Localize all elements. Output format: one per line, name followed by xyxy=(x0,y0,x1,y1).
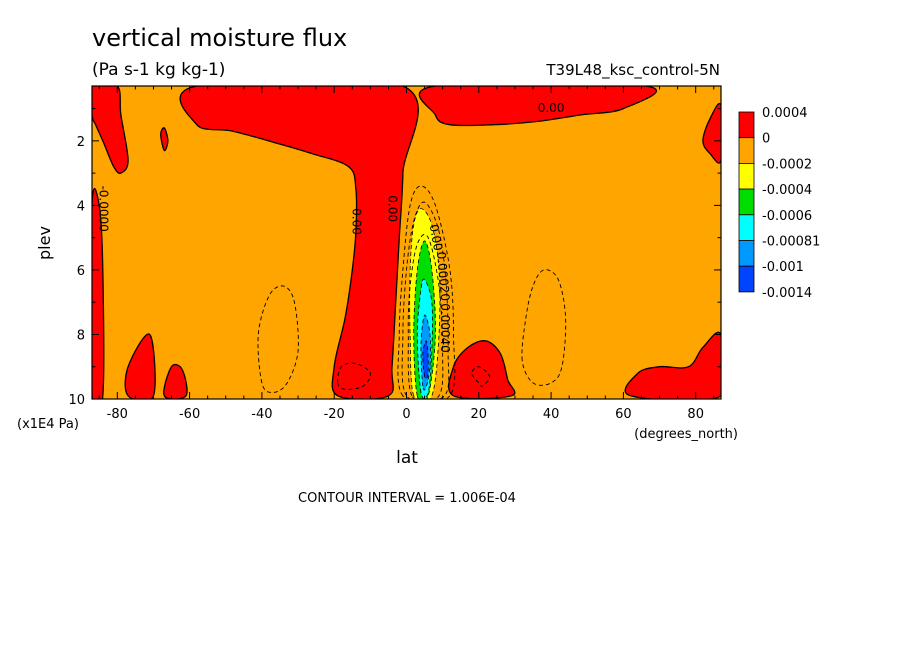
contour-label-1: 0.00 xyxy=(386,195,400,222)
y-tick-label: 2 xyxy=(77,135,85,150)
legend-label: -0.0014 xyxy=(762,286,812,301)
contour-label-5: 0.00020 xyxy=(434,251,452,302)
x-tick-label: 40 xyxy=(543,407,560,422)
y-axis-units: (x1E4 Pa) xyxy=(17,417,79,432)
legend-swatch xyxy=(738,188,755,216)
positive-region-3 xyxy=(92,187,105,399)
positive-region-7 xyxy=(448,340,516,399)
positive-region-1 xyxy=(418,86,657,127)
x-tick-label: -40 xyxy=(251,407,272,422)
dataset-label: T39L48_ksc_control-5N xyxy=(545,61,720,80)
legend-label: 0 xyxy=(762,132,770,147)
y-tick-label: 4 xyxy=(77,199,85,214)
contour-label-6: 0.00040 xyxy=(438,303,452,353)
y-tick-label: 6 xyxy=(77,264,85,279)
legend-swatch xyxy=(738,162,755,190)
chart-units: (Pa s-1 kg kg-1) xyxy=(92,60,225,80)
dashed-contour-3 xyxy=(257,285,299,393)
dashed-contour-0 xyxy=(397,185,456,399)
negative-band-4 xyxy=(422,340,429,380)
legend-swatch xyxy=(738,265,755,293)
x-tick-label: 80 xyxy=(687,407,704,422)
x-tick-label: 60 xyxy=(615,407,632,422)
x-tick-label: -80 xyxy=(107,407,128,422)
y-tick-label: 8 xyxy=(77,328,85,343)
dashed-contour-4 xyxy=(521,269,567,386)
y-tick-label: 10 xyxy=(68,393,85,408)
dashed-contour-5 xyxy=(337,362,372,390)
legend-swatch xyxy=(738,240,755,267)
plot-axes: -80 -60 -40 -20 0 20 40 60 80 2 4 6 8 10 xyxy=(68,85,722,422)
color-legend: 0.0004 0 -0.0002 -0.0004 -0.0006 -0.00081 -0.0… xyxy=(738,106,820,301)
legend-label: 0.0004 xyxy=(762,106,808,121)
legend-label: -0.001 xyxy=(762,260,804,275)
contour-interval-note: CONTOUR INTERVAL = 1.006E-04 xyxy=(298,491,516,506)
x-tick-label: -60 xyxy=(179,407,200,422)
positive-region-9 xyxy=(702,102,721,164)
contour-label-3: 0.00 xyxy=(538,101,565,115)
legend-label: -0.0002 xyxy=(762,157,812,172)
contour-label-2: -0.0000 xyxy=(96,185,110,231)
dashed-contour-2 xyxy=(407,234,444,399)
chart-title: vertical moisture flux xyxy=(92,24,347,52)
legend-label: -0.0006 xyxy=(762,209,812,224)
legend-swatch xyxy=(738,137,755,164)
legend-label: -0.0004 xyxy=(762,183,812,198)
x-axis-label: lat xyxy=(396,448,418,468)
x-axis-units: (degrees_north) xyxy=(634,427,738,442)
x-tick-label: 20 xyxy=(471,407,488,422)
positive-region-8 xyxy=(624,331,721,399)
dashed-contour-6 xyxy=(471,366,491,387)
positive-region-2 xyxy=(92,86,129,175)
x-tick-label: -20 xyxy=(324,407,345,422)
legend-swatch xyxy=(738,111,755,139)
positive-region-4 xyxy=(124,333,156,399)
contour-label-4: 0.00 xyxy=(427,223,445,252)
positive-region-6 xyxy=(160,127,169,152)
legend-swatch xyxy=(738,214,755,241)
y-axis-label: plev xyxy=(35,226,54,260)
positive-region-0 xyxy=(179,86,419,399)
dashed-contour-1 xyxy=(401,201,450,399)
contour-label-0: 0.00 xyxy=(349,208,363,235)
x-tick-label: 0 xyxy=(402,407,410,422)
legend-label: -0.00081 xyxy=(762,235,820,250)
